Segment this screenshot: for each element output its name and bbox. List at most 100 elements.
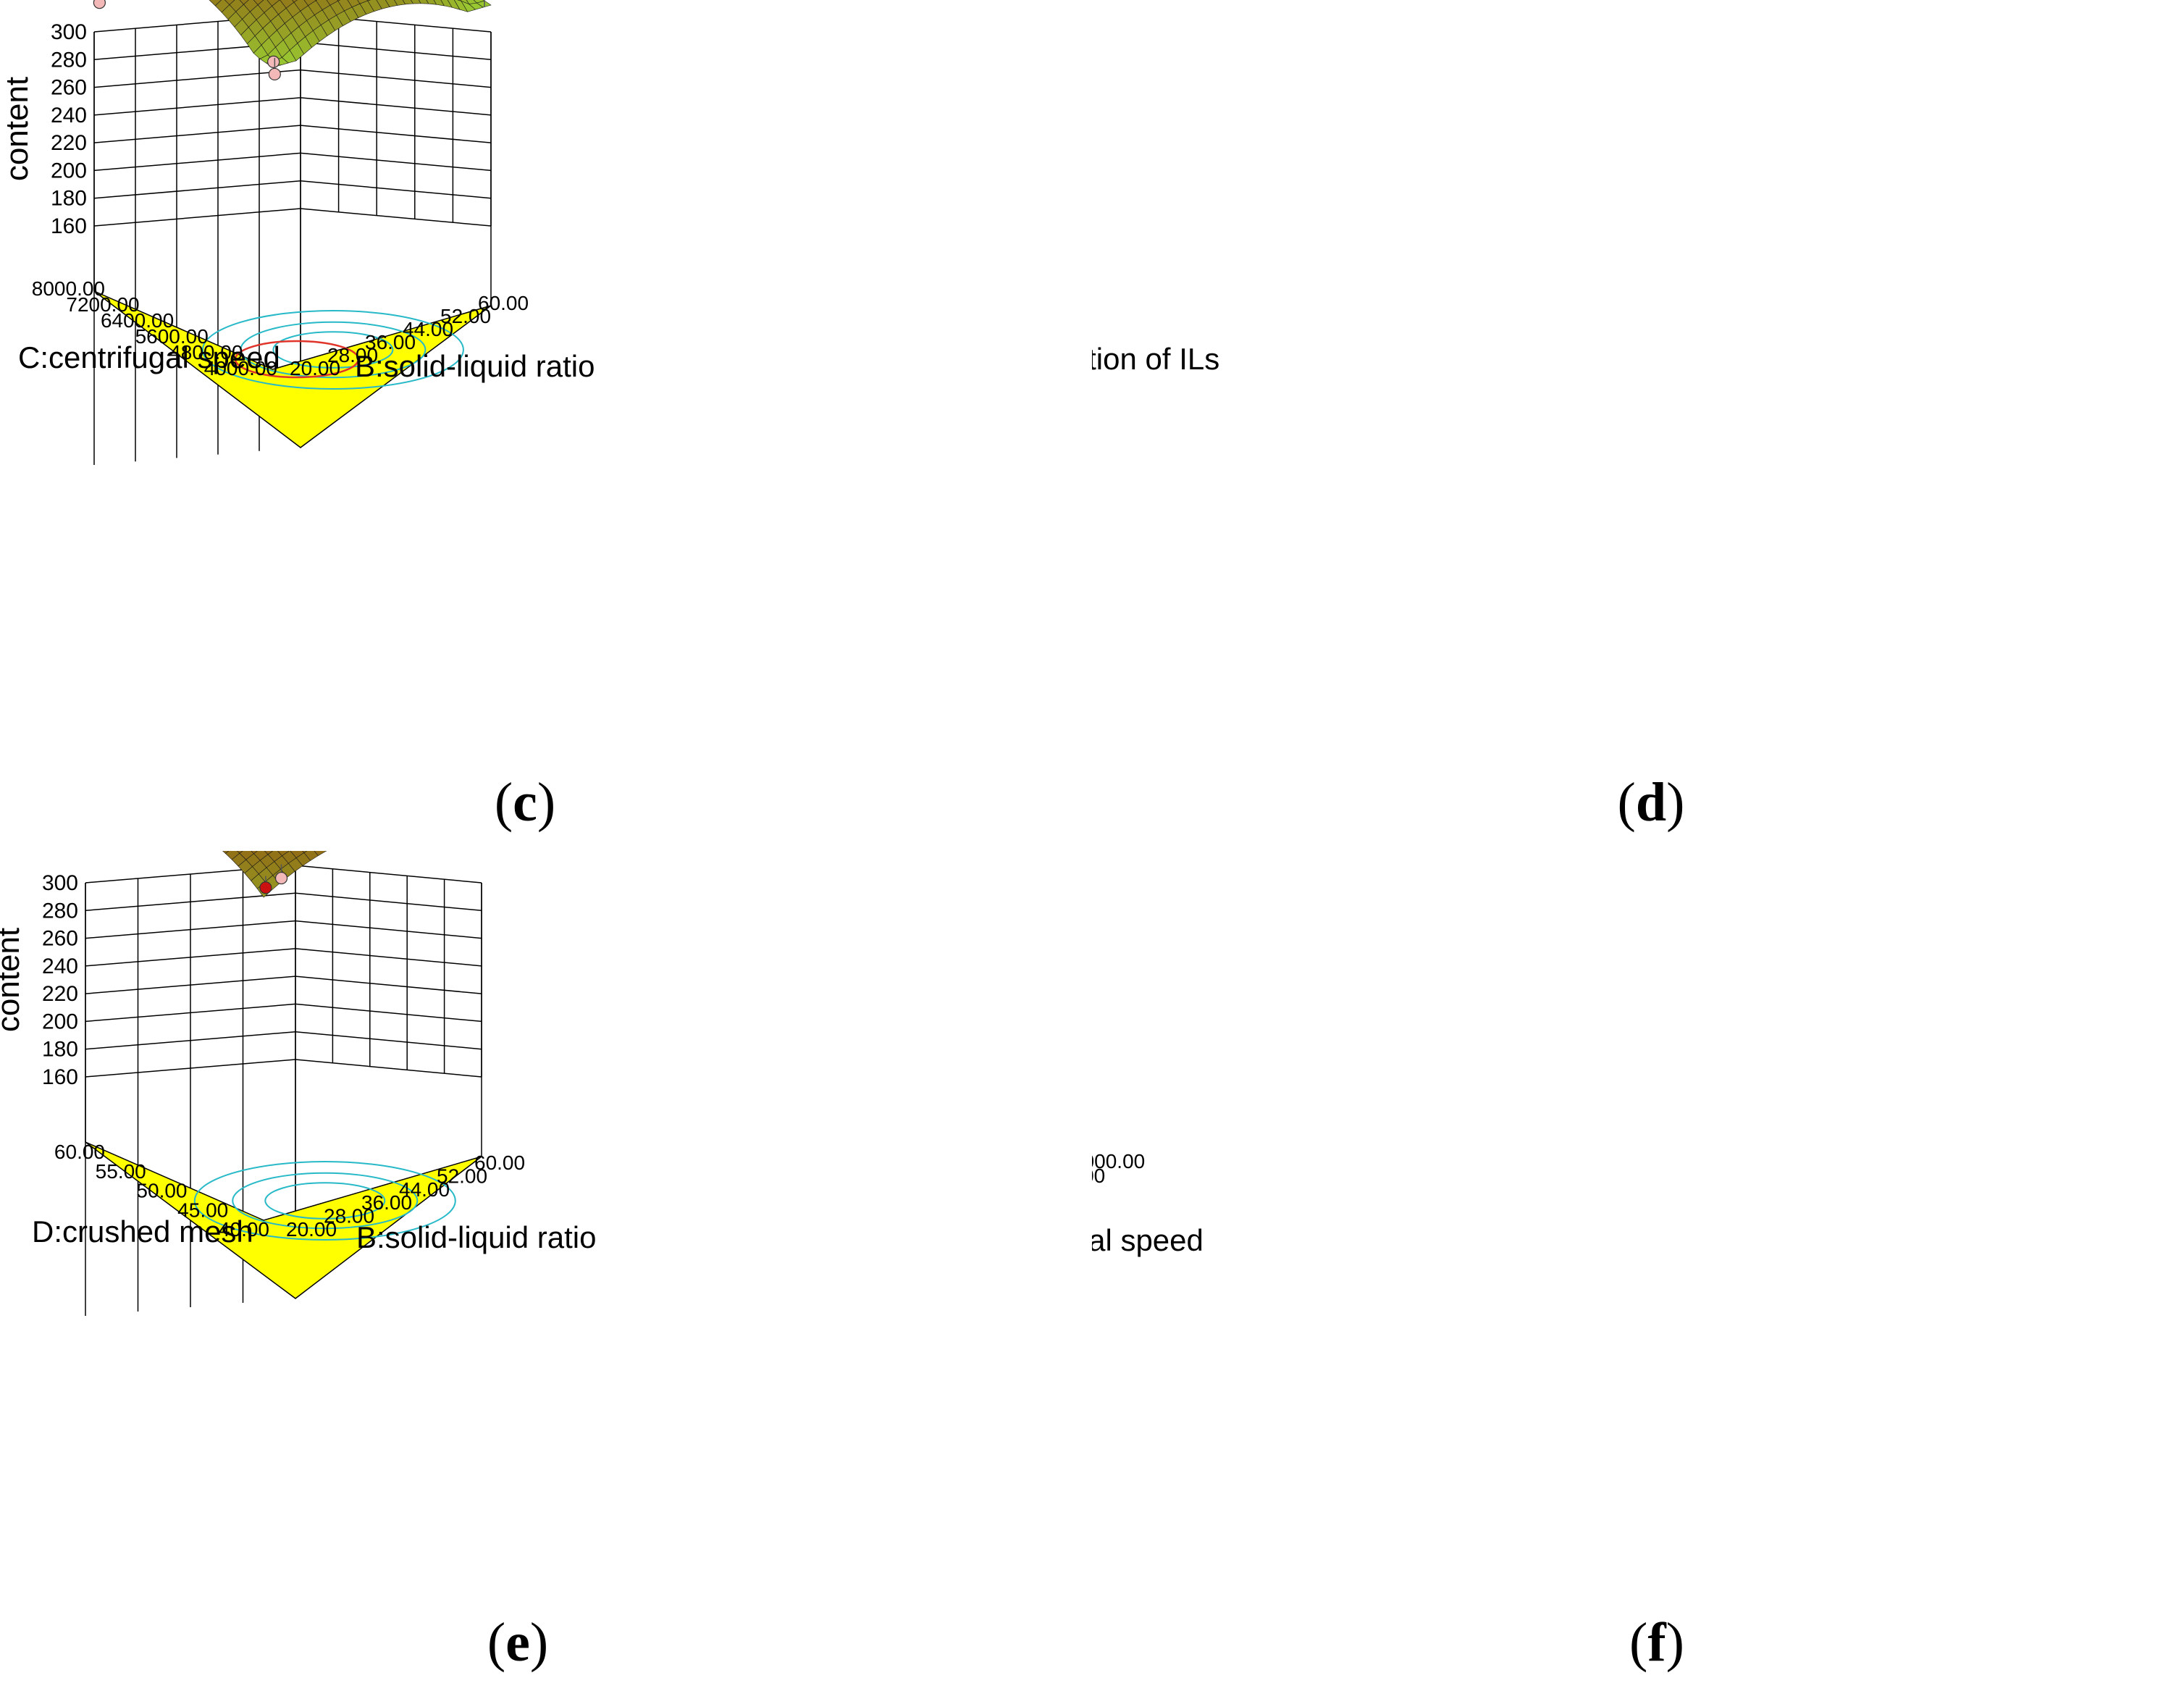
surface-cell [237,851,243,854]
design-points [93,0,485,81]
z-axis-label: content [0,928,26,1032]
z-tick-label: 160 [42,1065,78,1089]
wall-grid-line-left [93,69,301,88]
panel-c: 160 180 200 220 240 260 280 300 content 4000.00 48… [0,0,1092,851]
z-tick-label: 180 [42,1038,78,1062]
design-point [267,55,280,68]
right-axis-tick: 44.00 [403,318,453,340]
z-tick-label: 300 [42,871,78,895]
contour-line [193,1161,456,1241]
floor-plane [93,290,492,448]
right-axis-tick: 60.00 [478,292,529,314]
surface-cell [440,0,453,8]
surface-cell [411,0,421,4]
surface-chart-f: 160180200220240260280300content40.0045.0… [1092,1150,1204,1257]
right-axis-tick: 52.00 [437,1165,487,1187]
surface-chart-e: 160 180 200 220 240 260 280 300 content 40.0045.0… [0,851,597,1316]
wall-grid-line-right [300,180,492,199]
wall-grid-line-left [93,152,301,172]
design-point [274,871,288,885]
z-tick-label: 200 [51,159,87,182]
left-axis-tick: 4000.00 [204,357,277,379]
right-axis-tick: 36.00 [361,1191,412,1214]
left-axis-tick: 50.00 [136,1180,187,1202]
wall-grid-line-right [300,125,492,143]
left-axis-tick: 7200.00 [66,293,139,316]
wall-grid-line-right [295,920,482,939]
contour-line [201,310,464,390]
wall-grid-line-right [300,69,492,88]
surface-cell [222,851,230,854]
left-axis-tick: 5600.00 [135,325,209,348]
wall-grid-line-left [93,97,301,116]
z-tick-label: 240 [42,954,78,978]
response-surface [209,0,492,68]
surface-cell [385,0,398,7]
panel-d: 160180200220240260280300content40.0045.0… [1092,0,2184,851]
surface-cell [394,0,406,6]
left-axis-tick: 8000.00 [32,277,105,300]
z-tick-label: 220 [51,131,87,155]
caption-c: (c) [494,772,556,833]
surface-cell [402,0,413,5]
left-axis-tick: 40.00 [219,1218,269,1241]
right-axis-tick: 60.00 [474,1151,525,1174]
left-axis-tick: 4800.00 [169,341,243,364]
z-tick-label: 300 [51,20,87,44]
right-axis-tick: 28.00 [324,1205,374,1228]
left-axis-tick: 60.00 [54,1141,105,1163]
floor-contours [201,310,464,390]
wall-grid-line-right [300,152,492,172]
surface-cell [251,851,258,855]
wall-grid-line-right [295,948,482,967]
contour-line [264,1182,386,1220]
right-axis-tick: 20.00 [286,1218,337,1241]
right-axis-tick: 28.00 [327,344,378,366]
caption-f: (f) [1629,1612,1684,1673]
surface-cell [264,851,274,855]
z-tick-label: 260 [42,927,78,951]
right-axis-tick: 8000.00 [1092,1150,1145,1172]
z-tick-label: 240 [51,104,87,127]
wall-grid-line-right [295,892,482,912]
contour-line [232,1172,419,1230]
contour-line [272,331,394,369]
left-axis-tick: 45.00 [177,1199,228,1221]
wall-grid-line-right [295,975,482,994]
back-walls [85,865,482,1316]
surface-cell [292,0,298,3]
surface-chart-c: 160 180 200 220 240 260 280 300 content 4000.0048… [0,0,595,465]
wall-grid-line-right [295,1031,482,1050]
floor-contours [193,1161,456,1241]
design-point [259,881,272,894]
right-axis-tick: 20.00 [290,357,340,379]
z-axis: 160 180 200 220 240 260 280 300 content [0,871,78,1089]
right-axis-label: B:solid-liquid ratio [355,349,595,383]
z-axis: 160 180 200 220 240 260 280 300 content [0,20,87,238]
horizontal-axes: 4000.004800.005600.006400.007200.008000.… [18,277,595,383]
caption-d: (d) [1617,772,1685,833]
z-tick-label: 220 [42,982,78,1006]
z-tick-label: 180 [51,187,87,211]
wall-grid-line-left [93,125,301,143]
left-axis-tick: 55.00 [96,1160,146,1183]
wall-grid-line-right [300,208,492,227]
wall-grid-line-right [295,1003,482,1023]
panel-e: 160 180 200 220 240 260 280 300 content 40.00 45.0… [0,851,1092,1691]
z-axis-label: content [0,77,35,181]
right-axis-tick: 7200.00 [1092,1165,1105,1187]
right-axis-label: B:solid-liquid ratio [356,1220,597,1254]
right-axis-tick: 44.00 [399,1178,450,1201]
panel-f: 160180200220240260280300content40.0045.0… [1092,851,2184,1691]
floor-plane [85,1141,482,1299]
wall-grid-line-right [295,865,482,884]
left-axis-label: D:crushed mesh [32,1214,253,1249]
z-tick-label: 260 [51,76,87,100]
horizontal-axes: 40.0045.0050.0055.0060.004000.004800.005… [1092,1150,1204,1257]
design-points [259,864,288,894]
wall-grid-line-right [300,97,492,116]
surface-cell [418,0,429,4]
z-tick-label: 200 [42,1010,78,1033]
response-surface [222,851,327,898]
design-point [93,0,106,9]
